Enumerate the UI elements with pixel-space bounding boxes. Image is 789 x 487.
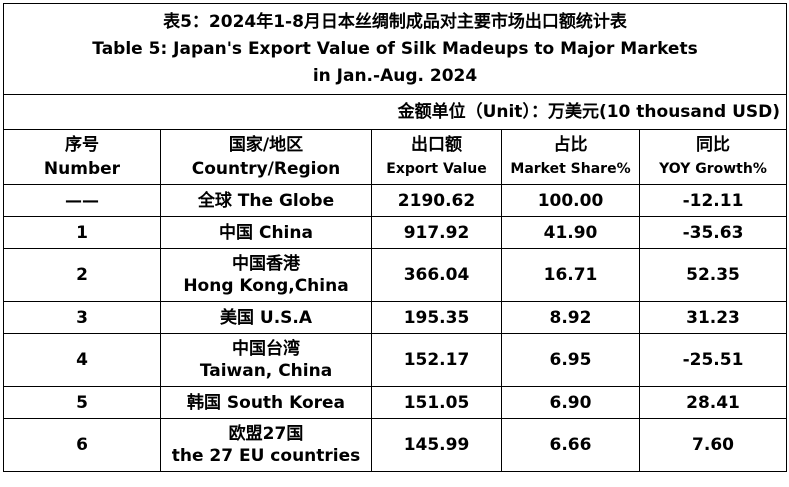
cell-share: 6.95 (501, 333, 640, 387)
title-en-line1: Table 5: Japan's Export Value of Silk Ma… (92, 38, 698, 59)
cell-export: 152.17 (371, 333, 502, 387)
cell-export: 2190.62 (371, 184, 502, 217)
cell-country: 全球 The Globe (160, 184, 372, 217)
cell-number: 4 (3, 333, 161, 387)
table-title: 表5：2024年1-8月日本丝绸制成品对主要市场出口额统计表 Table 5: … (2, 3, 788, 95)
cell-share: 8.92 (501, 301, 640, 334)
header-share: 占比 Market Share% (501, 129, 640, 185)
header-row: 序号 Number 国家/地区 Country/Region 出口额 Expor… (3, 129, 788, 185)
cell-country: 美国 U.S.A (160, 301, 372, 334)
cell-country-zh: 中国香港 (232, 254, 300, 274)
header-share-en: Market Share% (510, 161, 631, 177)
cell-yoy: -35.63 (638, 216, 788, 249)
export-value-table: 表5：2024年1-8月日本丝绸制成品对主要市场出口额统计表 Table 5: … (2, 3, 788, 472)
header-export: 出口额 Export Value (371, 129, 502, 185)
cell-country: 中国台湾 Taiwan, China (160, 333, 372, 387)
cell-yoy: 7.60 (638, 418, 788, 472)
cell-number: 6 (3, 418, 161, 472)
header-yoy: 同比 YOY Growth% (638, 129, 788, 185)
header-country-zh: 国家/地区 (228, 135, 304, 155)
cell-country-en: Hong Kong,China (183, 276, 349, 296)
header-number-en: Number (43, 159, 121, 179)
cell-country: 中国香港 Hong Kong,China (160, 248, 372, 302)
cell-export: 151.05 (371, 386, 502, 419)
cell-number: —— (3, 184, 161, 217)
cell-country-zh: 中国台湾 (232, 339, 300, 359)
cell-yoy: 31.23 (638, 301, 788, 334)
title-en-line2: in Jan.-Aug. 2024 (312, 65, 478, 86)
header-share-zh: 占比 (553, 135, 588, 155)
header-export-zh: 出口额 (411, 135, 462, 155)
cell-country: 欧盟27国 the 27 EU countries (160, 418, 372, 472)
cell-number: 3 (3, 301, 161, 334)
cell-export: 195.35 (371, 301, 502, 334)
cell-country: 韩国 South Korea (160, 386, 372, 419)
cell-yoy: -25.51 (638, 333, 788, 387)
cell-country-zh: 欧盟27国 (228, 424, 304, 444)
header-yoy-zh: 同比 (696, 135, 730, 155)
header-number: 序号 Number (3, 129, 161, 185)
header-country: 国家/地区 Country/Region (160, 129, 372, 185)
header-number-zh: 序号 (65, 135, 99, 155)
cell-number: 5 (3, 386, 161, 419)
cell-export: 366.04 (371, 248, 502, 302)
cell-share: 41.90 (501, 216, 640, 249)
cell-country: 中国 China (160, 216, 372, 249)
cell-number: 1 (3, 216, 161, 249)
cell-export: 145.99 (371, 418, 502, 472)
unit-label: 金额单位（Unit）：万美元(10 thousand USD) (2, 94, 788, 130)
cell-share: 100.00 (501, 184, 640, 217)
table-row: 5 韩国 South Korea 151.05 6.90 28.41 (3, 386, 788, 419)
table-row: 1 中国 China 917.92 41.90 -35.63 (3, 216, 788, 249)
cell-yoy: 28.41 (638, 386, 788, 419)
title-zh: 表5：2024年1-8月日本丝绸制成品对主要市场出口额统计表 (163, 11, 627, 32)
table-row: 2 中国香港 Hong Kong,China 366.04 16.71 52.3… (3, 248, 788, 302)
cell-country-en: Taiwan, China (199, 361, 333, 381)
table-row: 6 欧盟27国 the 27 EU countries 145.99 6.66 … (3, 418, 788, 472)
cell-yoy: -12.11 (638, 184, 788, 217)
unit-row: 金额单位（Unit）：万美元(10 thousand USD) (2, 94, 788, 130)
cell-share: 6.66 (501, 418, 640, 472)
cell-share: 16.71 (501, 248, 640, 302)
table-row: —— 全球 The Globe 2190.62 100.00 -12.11 (3, 184, 788, 217)
table-row: 3 美国 U.S.A 195.35 8.92 31.23 (3, 301, 788, 334)
table-title-row: 表5：2024年1-8月日本丝绸制成品对主要市场出口额统计表 Table 5: … (2, 3, 788, 95)
cell-yoy: 52.35 (638, 248, 788, 302)
header-yoy-en: YOY Growth% (659, 161, 767, 177)
header-export-en: Export Value (386, 161, 487, 177)
cell-number: 2 (3, 248, 161, 302)
header-country-en: Country/Region (191, 159, 341, 179)
cell-export: 917.92 (371, 216, 502, 249)
cell-country-en: the 27 EU countries (171, 446, 361, 466)
cell-share: 6.90 (501, 386, 640, 419)
table-row: 4 中国台湾 Taiwan, China 152.17 6.95 -25.51 (3, 333, 788, 387)
